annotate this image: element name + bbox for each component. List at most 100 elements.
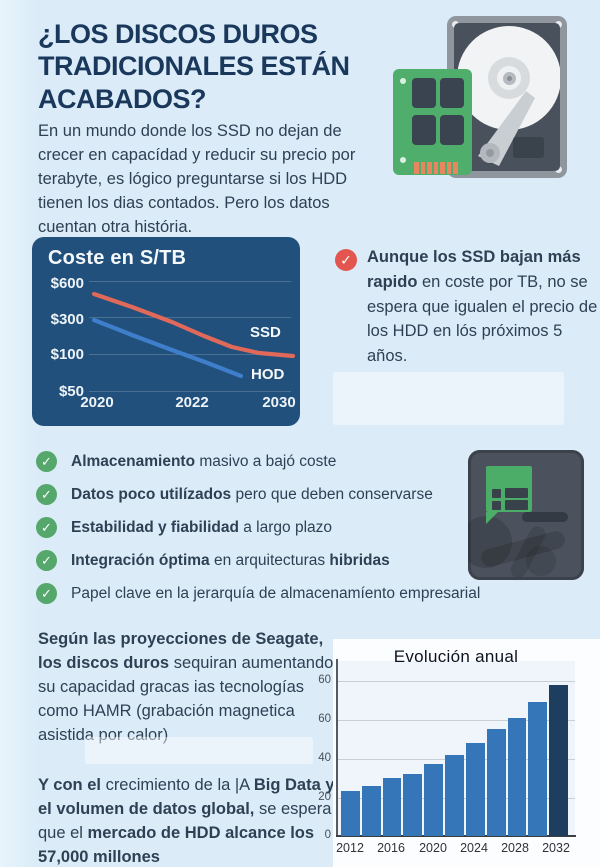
x-tick-2020: 2020 [80,394,114,411]
page-title: ¿LOS DISCOS DUROS TRADICIONALES ESTÁN AC… [38,19,350,114]
ssd-note-bold: Aunque los SSD bajan más rapido [367,248,581,291]
evolution-chart: Evolución anual 60 60 40 20 0 2012 2016 … [305,639,600,867]
connector-pin [427,162,432,174]
faded-area [85,737,313,764]
green-check-icon: ✓ [36,583,57,604]
list-item: ✓ Almacenamiento masivo a bajó coste [36,451,596,472]
ssd-note-rest: en coste por TB, no se espera que iguale… [367,272,598,365]
gridline [89,391,291,392]
x-tick: 2020 [419,841,447,855]
evolution-chart-title: Evolución anual [393,647,519,666]
ssd-note-text: Aunque los SSD bajan más rapido en coste… [367,245,599,369]
check-glyph: ✓ [41,486,52,502]
green-check-icon: ✓ [36,550,57,571]
shade-shape [526,546,556,576]
connector-pin [433,162,438,174]
green-check-icon: ✓ [36,517,57,538]
bar-2028 [507,718,527,836]
list-item: ✓ Papel clave en la jerarquía de almacen… [36,583,596,604]
bar-series [341,670,568,836]
label-chip [492,489,501,498]
nand-chip-icon [440,115,464,145]
x-axis-line [336,835,576,837]
list-item: ✓ Estabilidad y fiabilidad a largo plazo [36,517,596,538]
connector-pin [446,162,451,174]
check-glyph: ✓ [41,519,52,535]
shade-shape [468,516,512,568]
x-tick: 2032 [542,841,570,855]
x-tick: 2012 [336,841,364,855]
y-tick: 60 [318,674,331,686]
projections-paragraph: Según las proyecciones de Seagate, los d… [38,630,334,744]
connector-pin [453,162,458,174]
hdd-actuator-icon [478,91,535,166]
bar-2012 [341,791,360,836]
label-chip [492,501,501,510]
ssd-series-label: SSD [250,324,281,341]
bar-2030 [528,702,548,836]
bar-2032 [549,685,568,836]
check-glyph: ✓ [41,453,52,469]
cost-lines-svg [91,291,296,379]
gridline [336,681,575,682]
connector-pin [420,162,425,174]
y-tick: 60 [318,713,331,725]
list-item: ✓ Integración óptima en arquitecturas hi… [36,550,596,571]
hdd-chip-icon [513,137,544,158]
y-tick-100: $100 [50,346,84,363]
bar-2022 [445,755,464,836]
platter-hub-dot [506,75,512,81]
drive-slot [522,512,568,522]
y-tick: 0 [324,829,331,841]
benefits-checklist: ✓ Almacenamiento masivo a bajó coste ✓ D… [36,451,596,616]
check-glyph: ✓ [340,251,352,268]
x-tick: 2016 [377,841,405,855]
y-tick: 40 [318,752,331,764]
gridline [336,720,575,721]
green-check-icon: ✓ [36,451,57,472]
drive-label-icon [486,466,532,512]
x-tick-2030: 2030 [262,394,296,411]
cost-chart-title: Coste en S/TB [48,247,187,269]
hdd-series-label: HOD [251,366,285,383]
list-item: ✓ Datos poco utilízados pero que deben c… [36,484,596,505]
hybrid-drive-icon [468,450,584,580]
bar-2016 [382,778,402,836]
nand-chip-icon [412,115,436,145]
x-tick: 2024 [460,841,488,855]
red-check-icon: ✓ [335,249,357,271]
y-tick: 20 [318,791,331,803]
check-glyph: ✓ [41,552,52,568]
cost-chart: Coste en S/TB $600 $300 $100 $50 SSD HOD… [32,237,300,426]
nand-chip-icon [440,78,464,108]
gridline [89,317,291,318]
hdd-illustration [393,14,590,184]
gridline [89,281,291,282]
ssd-card-icon [393,69,472,175]
label-bar [505,488,528,498]
y-tick-300: $300 [50,311,84,328]
bar-2024 [465,743,485,836]
label-fold [486,512,498,524]
x-tick-2022: 2022 [175,394,209,411]
green-check-icon: ✓ [36,484,57,505]
intro-text: En un mundo donde los SSD no dejan de cr… [38,122,356,236]
check-glyph: ✓ [41,585,52,601]
hdd-platter-icon [457,26,560,130]
bar-2026 [486,729,506,836]
nand-chip-icon [412,78,436,108]
connector-pin [414,162,419,174]
market-paragraph: Y con el crecimiento de la |A Big Data y… [38,776,335,866]
y-tick-50: $50 [58,383,84,400]
connector-pin [440,162,445,174]
x-tick: 2028 [501,841,529,855]
screw-icon [400,78,406,84]
bar-2018 [403,774,423,836]
screw-icon [400,157,406,163]
y-tick-600: $600 [50,275,84,292]
faded-area [333,372,564,425]
bar-2020 [424,764,444,836]
label-bar [505,500,528,510]
y-axis-line [336,659,338,837]
